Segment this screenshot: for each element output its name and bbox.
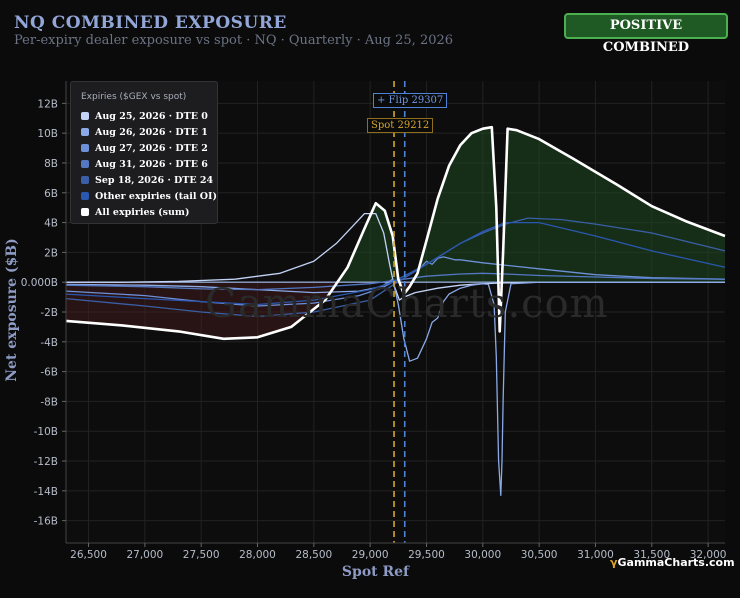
y-tick-label: -12B (34, 456, 58, 468)
legend-title: Expiries ($GEX vs spot) (81, 92, 187, 102)
legend-item[interactable]: Aug 26, 2026 · DTE 1 (81, 125, 208, 139)
series-line-0 (66, 212, 725, 301)
x-tick-label: 27,500 (183, 549, 220, 561)
y-tick-label: 10B (37, 128, 58, 140)
legend-label: Aug 25, 2026 · DTE 0 (95, 110, 208, 122)
x-tick-label: 29,500 (408, 549, 445, 561)
legend-label: Sep 18, 2026 · DTE 24 (95, 174, 214, 186)
legend-item[interactable]: Aug 31, 2026 · DTE 6 (81, 157, 208, 171)
x-tick-label: 28,000 (239, 549, 276, 561)
legend-item[interactable]: Sep 18, 2026 · DTE 24 (81, 173, 213, 187)
x-tick-label: 29,000 (352, 549, 389, 561)
legend-swatch (81, 144, 89, 152)
brand-text: GammaCharts.com (617, 556, 735, 569)
y-tick-label: 2B (44, 247, 58, 259)
positive-area (337, 127, 725, 283)
chart-subtitle: Per-expiry dealer exposure vs spot · NQ … (14, 33, 454, 48)
legend-swatch (81, 208, 89, 216)
y-tick-label: -8B (40, 396, 58, 408)
legend-label: All expiries (sum) (95, 206, 190, 218)
legend-label: Aug 26, 2026 · DTE 1 (95, 126, 208, 138)
y-tick-label: 12B (37, 98, 58, 110)
series-line-3 (65, 272, 726, 291)
flip-annotation: + Flip 29307 (373, 93, 448, 108)
legend-item[interactable]: All expiries (sum) (81, 205, 189, 219)
legend-label: Other expiries (tail OI) (95, 190, 217, 202)
legend-swatch (81, 176, 89, 184)
series-line-5 (65, 221, 726, 306)
x-tick-label: 31,000 (577, 549, 614, 561)
x-tick-label: 32,000 (690, 549, 727, 561)
x-tick-label: 27,000 (126, 549, 163, 561)
legend: Expiries ($GEX vs spot) Aug 25, 2026 · D… (70, 81, 218, 224)
x-tick-label: 26,500 (70, 549, 107, 561)
x-axis-label: Spot Ref (342, 564, 410, 580)
legend-label: Aug 31, 2026 · DTE 6 (95, 158, 208, 170)
y-tick-label: -2B (40, 307, 58, 319)
y-tick-label: 4B (44, 218, 58, 230)
negative-area (66, 282, 725, 339)
y-tick-label: -6B (40, 367, 58, 379)
x-tick-label: 31,500 (633, 549, 670, 561)
y-tick-label: 0.000B (21, 277, 58, 289)
gamma-glyph: γ (610, 556, 618, 569)
spot-annotation: Spot 29212 (367, 118, 434, 133)
x-tick-label: 30,000 (464, 549, 501, 561)
x-tick-label: 30,500 (521, 549, 558, 561)
legend-swatch (81, 160, 89, 168)
y-tick-label: -16B (34, 516, 58, 528)
legend-label: Aug 27, 2026 · DTE 2 (95, 142, 208, 154)
y-axis-label: Net exposure ($B) (4, 238, 20, 381)
y-tick-label: -4B (40, 337, 58, 349)
legend-item[interactable]: Other expiries (tail OI) (81, 189, 217, 203)
legend-item[interactable]: Aug 25, 2026 · DTE 0 (81, 109, 208, 123)
chart-title: NQ COMBINED EXPOSURE (14, 13, 287, 33)
legend-swatch (81, 192, 89, 200)
legend-swatch (81, 128, 89, 136)
series-line-6 (65, 125, 726, 341)
legend-swatch (81, 112, 89, 120)
y-tick-label: 6B (44, 188, 58, 200)
y-tick-label: -14B (34, 486, 58, 498)
y-tick-label: -10B (34, 426, 58, 438)
status-badge: POSITIVE COMBINED (564, 13, 728, 55)
y-tick-label: 8B (44, 158, 58, 170)
legend-item[interactable]: Aug 27, 2026 · DTE 2 (81, 141, 208, 155)
watermark: GammaCharts.com (205, 281, 609, 327)
brand-logo: γGammaCharts.com (610, 556, 735, 569)
x-tick-label: 28,500 (295, 549, 332, 561)
